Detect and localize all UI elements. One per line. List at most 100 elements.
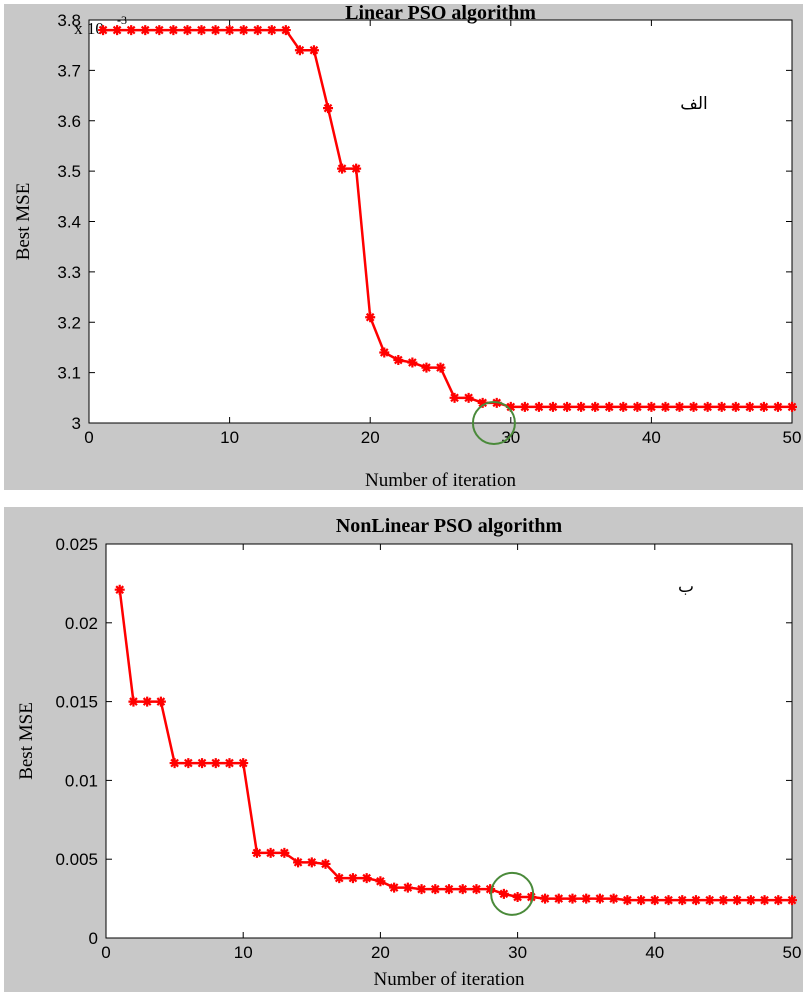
data-point bbox=[704, 895, 715, 906]
data-point bbox=[293, 857, 304, 868]
data-point bbox=[168, 25, 179, 36]
y-tick-label: 0.015 bbox=[55, 693, 98, 712]
data-point bbox=[505, 401, 516, 412]
panel-label: الف bbox=[680, 94, 708, 114]
data-point bbox=[519, 401, 530, 412]
data-point bbox=[636, 895, 647, 906]
data-point bbox=[402, 882, 413, 893]
x-tick-label: 30 bbox=[508, 943, 527, 962]
data-point bbox=[347, 873, 358, 884]
data-point bbox=[306, 857, 317, 868]
data-point bbox=[430, 884, 441, 895]
data-point bbox=[407, 357, 418, 368]
highlight-circle bbox=[490, 871, 535, 916]
y-tick-label: 0.005 bbox=[55, 850, 98, 869]
y-tick-label: 3.8 bbox=[57, 11, 81, 30]
data-point bbox=[688, 401, 699, 412]
data-point bbox=[632, 401, 643, 412]
chart-panel-linear-pso: Linear PSO algorithm 0 10 20 30 40 50 3 3.1 3.2 3.… bbox=[4, 4, 803, 490]
nonlinear-pso-chart: NonLinear PSO algorithm 0 10 20 30 40 50 0 0.005… bbox=[16, 515, 801, 990]
y-exponent-label: x 10 bbox=[74, 19, 104, 38]
data-point bbox=[183, 758, 194, 769]
data-point bbox=[608, 893, 619, 904]
y-tick-label: 3.7 bbox=[57, 61, 81, 80]
data-point bbox=[155, 696, 166, 707]
data-point bbox=[702, 401, 713, 412]
data-point bbox=[590, 401, 601, 412]
chart-panel-nonlinear-pso: NonLinear PSO algorithm 0 10 20 30 40 50 0 0.005… bbox=[4, 507, 803, 992]
y-exponent-power: -3 bbox=[117, 13, 127, 27]
data-point bbox=[512, 892, 523, 903]
data-point bbox=[759, 895, 770, 906]
data-point bbox=[622, 895, 633, 906]
data-point bbox=[389, 882, 400, 893]
data-point bbox=[646, 401, 657, 412]
data-point bbox=[98, 25, 109, 36]
data-point bbox=[140, 25, 151, 36]
data-point bbox=[663, 895, 674, 906]
x-tick-label: 40 bbox=[645, 943, 664, 962]
highlight-circle bbox=[471, 401, 516, 445]
data-point bbox=[787, 401, 797, 412]
data-point bbox=[337, 163, 348, 174]
data-point bbox=[435, 362, 446, 373]
data-point bbox=[196, 25, 207, 36]
data-point bbox=[375, 876, 386, 887]
data-point bbox=[265, 847, 276, 858]
data-point bbox=[463, 392, 474, 403]
y-tick-label: 0.02 bbox=[65, 614, 98, 633]
chart-title: NonLinear PSO algorithm bbox=[336, 515, 563, 537]
data-point bbox=[660, 401, 671, 412]
data-point bbox=[308, 45, 319, 56]
data-point bbox=[379, 347, 390, 358]
data-point bbox=[238, 25, 249, 36]
x-tick-label: 10 bbox=[220, 428, 239, 447]
data-point bbox=[787, 895, 797, 906]
data-point bbox=[690, 895, 701, 906]
chart-title: Linear PSO algorithm bbox=[345, 4, 536, 24]
data-point bbox=[567, 893, 578, 904]
y-tick-label: 0 bbox=[89, 929, 98, 948]
linear-pso-chart: Linear PSO algorithm 0 10 20 30 40 50 3 3.1 3.2 3.… bbox=[13, 4, 802, 490]
data-point bbox=[128, 696, 139, 707]
data-point bbox=[526, 892, 537, 903]
data-point bbox=[294, 45, 305, 56]
data-point bbox=[197, 758, 208, 769]
x-tick-label: 0 bbox=[84, 428, 93, 447]
data-point bbox=[238, 758, 249, 769]
y-tick-label: 3.2 bbox=[57, 313, 81, 332]
data-point bbox=[323, 103, 334, 114]
data-point bbox=[142, 696, 153, 707]
data-point bbox=[457, 884, 468, 895]
data-point bbox=[745, 895, 756, 906]
y-tick-label: 0.01 bbox=[65, 771, 98, 790]
data-point bbox=[114, 584, 125, 595]
data-point bbox=[334, 873, 345, 884]
x-tick-label: 20 bbox=[371, 943, 390, 962]
y-tick-label: 3.3 bbox=[57, 263, 81, 282]
data-point bbox=[547, 401, 558, 412]
x-tick-label: 50 bbox=[783, 428, 802, 447]
data-point bbox=[393, 355, 404, 366]
data-point bbox=[649, 895, 660, 906]
data-point bbox=[279, 847, 290, 858]
data-point bbox=[224, 758, 235, 769]
data-point bbox=[477, 397, 488, 408]
panel-label: ب bbox=[678, 577, 694, 597]
data-point bbox=[471, 884, 482, 895]
data-point bbox=[562, 401, 573, 412]
y-tick-label: 3.4 bbox=[57, 213, 81, 232]
data-point bbox=[576, 401, 587, 412]
x-tick-label: 0 bbox=[101, 943, 110, 962]
data-point bbox=[485, 884, 496, 895]
data-point bbox=[251, 847, 262, 858]
data-point bbox=[182, 25, 193, 36]
x-axis-label: Number of iteration bbox=[365, 470, 516, 490]
plot-area bbox=[105, 543, 793, 939]
data-point bbox=[416, 884, 427, 895]
data-point bbox=[677, 895, 688, 906]
data-point bbox=[169, 758, 180, 769]
data-point bbox=[444, 884, 454, 895]
data-point bbox=[112, 25, 123, 36]
data-point bbox=[210, 25, 221, 36]
